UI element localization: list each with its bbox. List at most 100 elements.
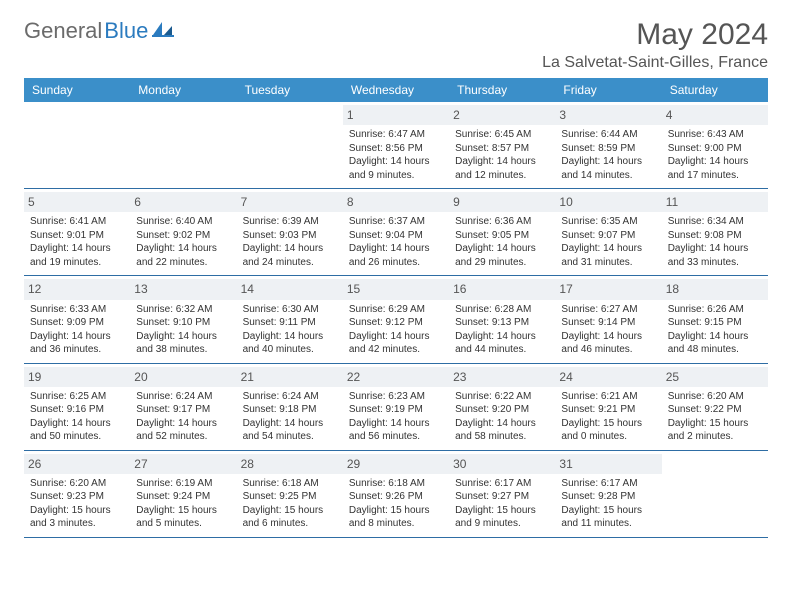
daylight2-text: and 56 minutes. bbox=[349, 430, 443, 444]
daylight1-text: Daylight: 15 hours bbox=[136, 504, 230, 518]
daylight2-text: and 29 minutes. bbox=[455, 256, 549, 270]
day-cell: . bbox=[130, 102, 236, 188]
sunrise-text: Sunrise: 6:25 AM bbox=[30, 390, 124, 404]
day-number: 15 bbox=[343, 279, 449, 299]
day-number: 18 bbox=[662, 279, 768, 299]
day-number: 5 bbox=[24, 192, 130, 212]
sunrise-text: Sunrise: 6:28 AM bbox=[455, 303, 549, 317]
day-header: Sunday bbox=[24, 78, 130, 102]
sunrise-text: Sunrise: 6:27 AM bbox=[561, 303, 655, 317]
day-cell: 24 Sunrise: 6:21 AMSunset: 9:21 PMDayligh… bbox=[555, 364, 661, 450]
sunset-text: Sunset: 9:20 PM bbox=[455, 403, 549, 417]
day-cell: . bbox=[24, 102, 130, 188]
day-number: 17 bbox=[555, 279, 661, 299]
sunrise-text: Sunrise: 6:39 AM bbox=[243, 215, 337, 229]
sunset-text: Sunset: 9:25 PM bbox=[243, 490, 337, 504]
daylight1-text: Daylight: 15 hours bbox=[668, 417, 762, 431]
daylight2-text: and 44 minutes. bbox=[455, 343, 549, 357]
daylight1-text: Daylight: 14 hours bbox=[30, 330, 124, 344]
day-number: 24 bbox=[555, 367, 661, 387]
daylight2-text: and 17 minutes. bbox=[668, 169, 762, 183]
daylight1-text: Daylight: 14 hours bbox=[561, 242, 655, 256]
sunset-text: Sunset: 9:14 PM bbox=[561, 316, 655, 330]
sunset-text: Sunset: 9:02 PM bbox=[136, 229, 230, 243]
daylight1-text: Daylight: 15 hours bbox=[349, 504, 443, 518]
sunrise-text: Sunrise: 6:21 AM bbox=[561, 390, 655, 404]
logo-sail-icon bbox=[152, 20, 174, 43]
daylight2-text: and 2 minutes. bbox=[668, 430, 762, 444]
daylight2-text: and 48 minutes. bbox=[668, 343, 762, 357]
daylight1-text: Daylight: 14 hours bbox=[243, 330, 337, 344]
day-number: 10 bbox=[555, 192, 661, 212]
sunrise-text: Sunrise: 6:19 AM bbox=[136, 477, 230, 491]
title-block: May 2024 La Salvetat-Saint-Gilles, Franc… bbox=[542, 18, 768, 72]
sunrise-text: Sunrise: 6:36 AM bbox=[455, 215, 549, 229]
day-cell: 31Sunrise: 6:17 AMSunset: 9:28 PMDayligh… bbox=[555, 451, 661, 537]
sunrise-text: Sunrise: 6:20 AM bbox=[30, 477, 124, 491]
week-row: ...1Sunrise: 6:47 AMSunset: 8:56 PMDayli… bbox=[24, 102, 768, 189]
day-number: 6 bbox=[130, 192, 236, 212]
sunset-text: Sunset: 9:27 PM bbox=[455, 490, 549, 504]
sunset-text: Sunset: 9:05 PM bbox=[455, 229, 549, 243]
daylight1-text: Daylight: 14 hours bbox=[455, 417, 549, 431]
day-number: 4 bbox=[662, 105, 768, 125]
sunrise-text: Sunrise: 6:17 AM bbox=[455, 477, 549, 491]
daylight2-text: and 33 minutes. bbox=[668, 256, 762, 270]
sunrise-text: Sunrise: 6:18 AM bbox=[349, 477, 443, 491]
daylight1-text: Daylight: 14 hours bbox=[30, 242, 124, 256]
daylight1-text: Daylight: 15 hours bbox=[243, 504, 337, 518]
daylight2-text: and 38 minutes. bbox=[136, 343, 230, 357]
daylight1-text: Daylight: 14 hours bbox=[136, 242, 230, 256]
sunset-text: Sunset: 8:56 PM bbox=[349, 142, 443, 156]
sunset-text: Sunset: 9:09 PM bbox=[30, 316, 124, 330]
sunset-text: Sunset: 9:12 PM bbox=[349, 316, 443, 330]
day-number: 11 bbox=[662, 192, 768, 212]
location: La Salvetat-Saint-Gilles, France bbox=[542, 54, 768, 72]
day-header: Tuesday bbox=[237, 78, 343, 102]
sunset-text: Sunset: 9:17 PM bbox=[136, 403, 230, 417]
day-number: 22 bbox=[343, 367, 449, 387]
daylight1-text: Daylight: 15 hours bbox=[561, 504, 655, 518]
sunrise-text: Sunrise: 6:40 AM bbox=[136, 215, 230, 229]
sunrise-text: Sunrise: 6:45 AM bbox=[455, 128, 549, 142]
sunrise-text: Sunrise: 6:30 AM bbox=[243, 303, 337, 317]
day-cell: 21Sunrise: 6:24 AMSunset: 9:18 PMDayligh… bbox=[237, 364, 343, 450]
daylight2-text: and 52 minutes. bbox=[136, 430, 230, 444]
logo-text-blue: Blue bbox=[104, 18, 148, 44]
day-number: 23 bbox=[449, 367, 555, 387]
sunset-text: Sunset: 9:21 PM bbox=[561, 403, 655, 417]
sunset-text: Sunset: 9:07 PM bbox=[561, 229, 655, 243]
sunset-text: Sunset: 9:00 PM bbox=[668, 142, 762, 156]
daylight2-text: and 8 minutes. bbox=[349, 517, 443, 531]
sunrise-text: Sunrise: 6:29 AM bbox=[349, 303, 443, 317]
daylight2-text: and 26 minutes. bbox=[349, 256, 443, 270]
day-number: 28 bbox=[237, 454, 343, 474]
day-number: 25 bbox=[662, 367, 768, 387]
daylight2-text: and 50 minutes. bbox=[30, 430, 124, 444]
sunset-text: Sunset: 8:57 PM bbox=[455, 142, 549, 156]
sunset-text: Sunset: 9:24 PM bbox=[136, 490, 230, 504]
daylight2-text: and 58 minutes. bbox=[455, 430, 549, 444]
sunset-text: Sunset: 9:28 PM bbox=[561, 490, 655, 504]
day-cell: 14Sunrise: 6:30 AMSunset: 9:11 PMDayligh… bbox=[237, 276, 343, 362]
sunset-text: Sunset: 9:03 PM bbox=[243, 229, 337, 243]
daylight1-text: Daylight: 14 hours bbox=[136, 330, 230, 344]
day-cell: 12Sunrise: 6:33 AMSunset: 9:09 PMDayligh… bbox=[24, 276, 130, 362]
day-cell: 29Sunrise: 6:18 AMSunset: 9:26 PMDayligh… bbox=[343, 451, 449, 537]
sunrise-text: Sunrise: 6:33 AM bbox=[30, 303, 124, 317]
daylight1-text: Daylight: 14 hours bbox=[455, 242, 549, 256]
day-cell: 26Sunrise: 6:20 AMSunset: 9:23 PMDayligh… bbox=[24, 451, 130, 537]
sunrise-text: Sunrise: 6:26 AM bbox=[668, 303, 762, 317]
day-header: Thursday bbox=[449, 78, 555, 102]
month-title: May 2024 bbox=[542, 18, 768, 52]
day-number: 2 bbox=[449, 105, 555, 125]
sunrise-text: Sunrise: 6:34 AM bbox=[668, 215, 762, 229]
daylight1-text: Daylight: 14 hours bbox=[561, 330, 655, 344]
day-number: 16 bbox=[449, 279, 555, 299]
day-cell: 30Sunrise: 6:17 AMSunset: 9:27 PMDayligh… bbox=[449, 451, 555, 537]
sunrise-text: Sunrise: 6:32 AM bbox=[136, 303, 230, 317]
day-number: 8 bbox=[343, 192, 449, 212]
day-cell: 11Sunrise: 6:34 AMSunset: 9:08 PMDayligh… bbox=[662, 189, 768, 275]
daylight1-text: Daylight: 15 hours bbox=[561, 417, 655, 431]
sunrise-text: Sunrise: 6:17 AM bbox=[561, 477, 655, 491]
